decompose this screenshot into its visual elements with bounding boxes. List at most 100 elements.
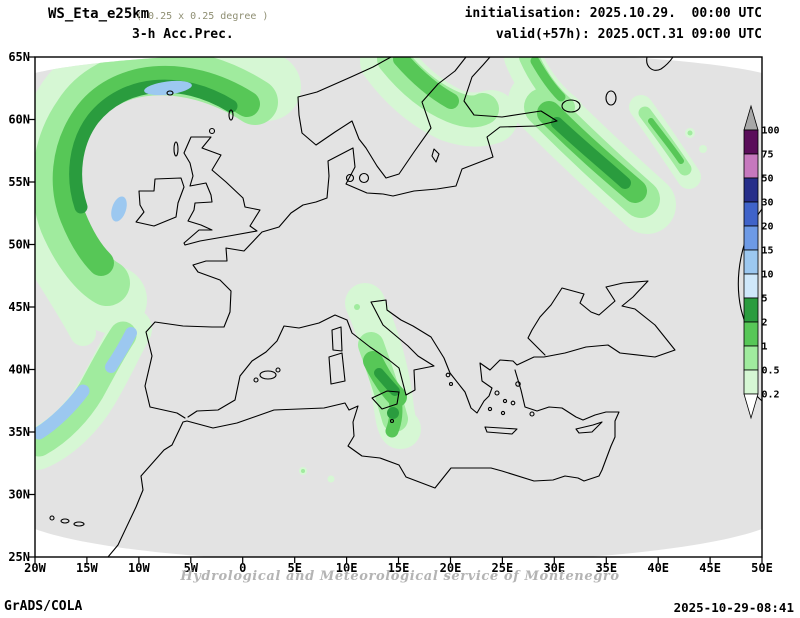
lon-label: 15E: [388, 561, 410, 575]
lon-label: 20E: [440, 561, 462, 575]
lon-label: 45E: [699, 561, 721, 575]
precip-band: [551, 117, 631, 189]
lon-label: 20W: [24, 561, 46, 575]
legend-value: 15: [762, 246, 774, 257]
island-dot: [73, 521, 85, 527]
island-dot: [253, 377, 259, 383]
island-dot: [345, 173, 355, 183]
lon-label: 40E: [647, 561, 669, 575]
legend-value: 0.2: [762, 390, 780, 401]
island-dot: [173, 141, 179, 157]
coastline-white-sea: [646, 57, 674, 71]
island-dot: [60, 518, 70, 524]
island-dot: [448, 381, 454, 387]
legend-value: 75: [762, 150, 774, 161]
coastline-great-britain: [183, 136, 261, 246]
island-dot: [445, 372, 451, 378]
legend-value: 10: [762, 270, 774, 281]
precip-spot: [699, 145, 707, 153]
island-dot: [500, 410, 506, 416]
initialisation-text: initialisation: 2025.10.29. 00:00 UTC: [464, 6, 762, 21]
axis-ticks: [28, 56, 763, 563]
island-dot: [208, 127, 216, 135]
model-title: WS_Eta_e25km: [48, 6, 150, 22]
island-dot: [389, 418, 395, 424]
coastline-turkey-levant-north-africa: [107, 369, 620, 557]
lon-label: 0: [239, 561, 246, 575]
precip-band: [35, 384, 90, 440]
generation-timestamp: 2025-10-29-08:41: [673, 600, 794, 615]
precip-blue-layer: [35, 80, 192, 440]
legend-value: 2: [762, 318, 768, 329]
legend-cap-bottom: [743, 393, 759, 420]
precip-spot: [144, 80, 192, 96]
island-dot: [494, 390, 500, 396]
longitude-axis: 20W 15W 10W 5W 0 5E 10E 15E 20E 25E 30E …: [24, 561, 773, 575]
precip-spot: [301, 469, 305, 473]
lat-label: 30N: [8, 488, 30, 502]
coastline-atlantic-europe: [144, 57, 558, 419]
precip-band: [35, 321, 137, 457]
island-dot: [358, 172, 370, 184]
coastline-scandinavia: [297, 57, 467, 179]
precip-band: [69, 79, 238, 214]
legend-swatch: [743, 249, 759, 275]
lon-label: 35E: [595, 561, 617, 575]
legend-value: 1: [762, 342, 768, 353]
lake-ladoga: [561, 99, 581, 113]
precip-band: [52, 65, 260, 276]
precip-band: [530, 57, 566, 102]
lon-label: 15W: [76, 561, 98, 575]
legend-swatch: [743, 201, 759, 227]
lat-label: 60N: [8, 113, 30, 127]
legend-value: 0.5: [762, 366, 780, 377]
coastline-ireland: [135, 177, 185, 227]
island-dot: [502, 398, 508, 404]
coastline-mediterranean-black-sea: [187, 280, 676, 418]
precip-band: [374, 368, 400, 396]
precip-spot: [687, 130, 693, 136]
lon-label: 10E: [336, 561, 358, 575]
lon-label: 10W: [128, 561, 150, 575]
island-dot: [228, 109, 234, 121]
precip-spot: [111, 196, 127, 222]
service-credit: Hydrological and Meteorological service …: [180, 569, 620, 584]
lake-onega: [605, 90, 617, 106]
coastline-major-islands: [328, 148, 603, 435]
precip-dark-layer: [69, 79, 631, 419]
island-dot: [487, 406, 493, 412]
valid-time-text: valid(+57h): 2025.OCT.31 09:00 UTC: [495, 27, 762, 42]
lat-label: 25N: [8, 550, 30, 564]
lon-label: 5W: [184, 561, 199, 575]
lon-label: 50E: [751, 561, 773, 575]
precip-spot: [354, 304, 360, 310]
legend-swatch: [743, 345, 759, 371]
precipitation-layer: [35, 57, 707, 483]
precip-band: [393, 57, 459, 109]
lon-label: 5E: [287, 561, 301, 575]
island-dot: [275, 367, 281, 373]
lat-label: 35N: [8, 425, 30, 439]
island-dot: [529, 411, 535, 417]
island-dot: [259, 370, 277, 380]
legend-value: 5: [762, 294, 768, 305]
legend-swatch: [743, 297, 759, 323]
latitude-axis: 65N 60N 55N 50N 45N 40N 35N 30N 25N: [8, 50, 30, 564]
legend-value: 20: [762, 222, 774, 233]
precip-band: [35, 244, 96, 346]
legend-value: 100: [762, 126, 780, 137]
precip-spot: [327, 475, 335, 483]
small-islands-and-lakes: [49, 90, 617, 527]
map-area: [35, 57, 762, 557]
lon-label: 25E: [492, 561, 514, 575]
legend-swatch: [743, 321, 759, 347]
island-dot: [166, 90, 174, 96]
island-dot: [510, 400, 516, 406]
lat-label: 45N: [8, 300, 30, 314]
legend-value: 30: [762, 198, 774, 209]
model-resolution: ( 0.25 x 0.25 degree ): [136, 11, 269, 22]
lon-label: 30E: [543, 561, 565, 575]
island-dot: [49, 515, 55, 521]
